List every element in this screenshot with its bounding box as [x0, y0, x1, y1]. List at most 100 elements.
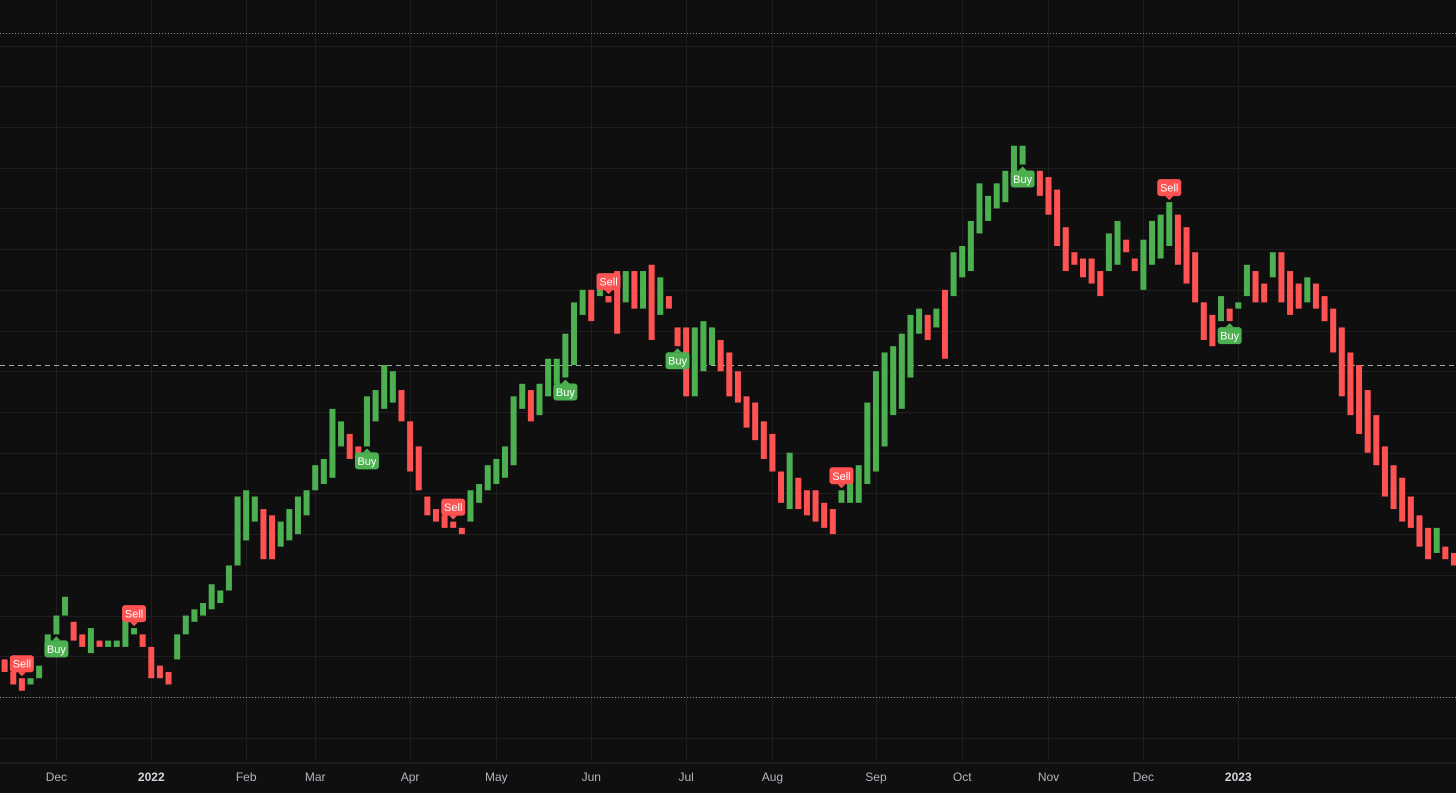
price-bar[interactable] [225, 565, 232, 591]
sell-signal[interactable]: Sell [122, 605, 147, 627]
price-bar[interactable] [993, 183, 1000, 209]
price-bar[interactable] [579, 289, 586, 315]
price-bar[interactable] [1390, 465, 1397, 510]
price-bar[interactable] [36, 665, 43, 679]
price-bar[interactable] [338, 421, 345, 447]
price-bar[interactable] [243, 490, 250, 541]
price-bar[interactable] [1218, 296, 1225, 322]
price-bar[interactable] [148, 646, 155, 679]
price-bar[interactable] [571, 302, 578, 365]
price-bar[interactable] [1442, 546, 1449, 560]
price-bar[interactable] [1105, 233, 1112, 272]
price-bar[interactable] [622, 271, 629, 303]
price-bar[interactable] [674, 327, 681, 347]
price-bar[interactable] [139, 634, 146, 647]
price-bar[interactable] [734, 371, 741, 403]
price-bar[interactable] [1114, 220, 1121, 265]
price-bar[interactable] [286, 509, 293, 541]
price-bar[interactable] [458, 527, 465, 535]
price-bar[interactable] [890, 346, 897, 416]
price-bar[interactable] [113, 640, 120, 647]
price-bar[interactable] [1149, 220, 1156, 265]
price-bar[interactable] [398, 390, 405, 422]
price-bar[interactable] [1416, 515, 1423, 547]
price-bar[interactable] [1450, 552, 1456, 566]
price-bar[interactable] [450, 521, 457, 528]
price-bar[interactable] [1045, 177, 1052, 215]
price-bar[interactable] [53, 615, 60, 635]
price-bar[interactable] [1243, 264, 1250, 297]
price-bar[interactable] [898, 333, 905, 409]
sell-signal[interactable]: Sell [829, 467, 854, 489]
price-bar[interactable] [1200, 302, 1207, 340]
price-bar[interactable] [156, 665, 163, 679]
buy-signal[interactable]: Buy [1217, 323, 1242, 345]
price-bar[interactable] [1123, 239, 1130, 253]
price-bar[interactable] [717, 339, 724, 372]
price-bar[interactable] [1097, 271, 1104, 297]
price-bar[interactable] [864, 402, 871, 485]
price-bar[interactable] [1364, 390, 1371, 453]
price-bar[interactable] [346, 433, 353, 459]
price-bar[interactable] [182, 615, 189, 635]
price-bar[interactable] [821, 502, 828, 528]
price-bar[interactable] [415, 446, 422, 491]
price-bar[interactable] [1295, 283, 1302, 309]
price-bar[interactable] [303, 490, 310, 516]
price-bar[interactable] [493, 458, 500, 485]
buy-signal[interactable]: Buy [44, 636, 69, 658]
price-bar[interactable] [855, 465, 862, 503]
price-bar[interactable] [959, 245, 966, 278]
price-bar[interactable] [10, 671, 17, 685]
price-bar[interactable] [614, 271, 621, 334]
buy-signal[interactable]: Buy [1010, 166, 1035, 188]
price-bar[interactable] [1261, 283, 1268, 303]
price-bar[interactable] [1425, 527, 1432, 560]
price-bar[interactable] [907, 314, 914, 378]
price-bar[interactable] [1278, 252, 1285, 303]
price-bar[interactable] [933, 308, 940, 328]
price-bar[interactable] [329, 408, 336, 478]
price-bar[interactable] [70, 621, 77, 641]
price-bar[interactable] [760, 421, 767, 459]
price-bar[interactable] [432, 509, 439, 522]
price-bar[interactable] [191, 609, 198, 622]
price-bar[interactable] [122, 615, 129, 647]
price-bar[interactable] [803, 490, 810, 516]
price-bar[interactable] [165, 671, 172, 685]
price-bar[interactable] [1088, 258, 1095, 284]
price-bar[interactable] [269, 515, 276, 560]
price-bar[interactable] [1407, 496, 1414, 528]
price-bar[interactable] [881, 352, 888, 447]
price-bar[interactable] [838, 490, 845, 503]
price-bar[interactable] [967, 220, 974, 272]
price-bar[interactable] [62, 596, 69, 616]
price-bar[interactable] [527, 390, 534, 422]
price-bar[interactable] [924, 314, 931, 340]
price-bar[interactable] [562, 333, 569, 378]
price-bar[interactable] [1192, 252, 1199, 303]
price-bar[interactable] [769, 433, 776, 472]
price-bar[interactable] [260, 509, 267, 560]
price-bar[interactable] [1235, 302, 1242, 309]
price-bar[interactable] [87, 628, 94, 654]
price-bar[interactable] [389, 371, 396, 403]
price-bar[interactable] [476, 484, 483, 503]
price-bar[interactable] [743, 396, 750, 428]
price-bar[interactable] [1287, 271, 1294, 315]
price-bar[interactable] [726, 352, 733, 397]
price-bar[interactable] [640, 271, 647, 309]
price-bar[interactable] [1304, 277, 1311, 303]
price-bar[interactable] [985, 195, 992, 221]
price-bar[interactable] [1019, 145, 1026, 165]
price-bar[interactable] [96, 640, 103, 647]
price-bar[interactable] [1183, 227, 1190, 284]
price-bar[interactable] [501, 446, 508, 478]
sell-signal[interactable]: Sell [596, 273, 621, 295]
price-bar[interactable] [217, 590, 224, 604]
price-bar[interactable] [407, 421, 414, 472]
price-bar[interactable] [847, 471, 854, 503]
price-bar[interactable] [829, 509, 836, 535]
price-bar[interactable] [709, 327, 716, 365]
